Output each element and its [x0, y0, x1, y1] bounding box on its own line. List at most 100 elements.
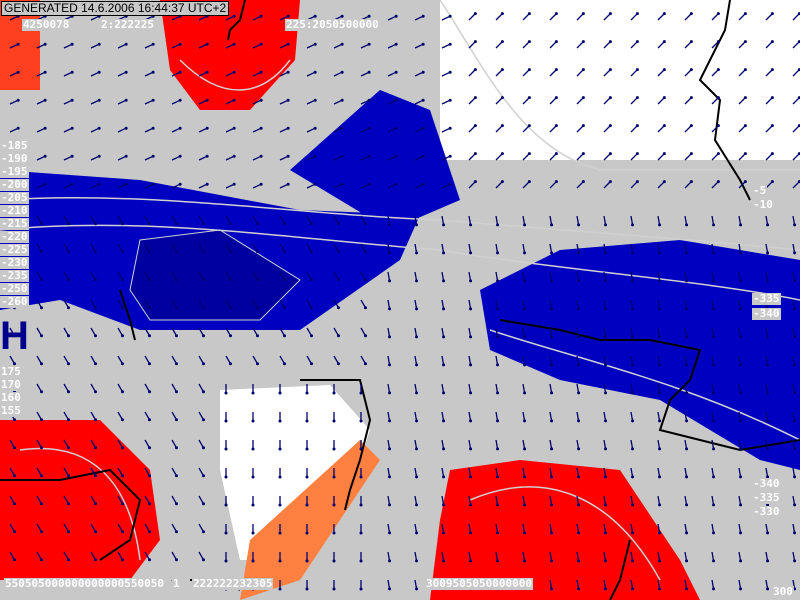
wind-arrow-head	[442, 531, 446, 535]
wind-arrow-head	[500, 96, 504, 100]
wind-arrow	[576, 215, 580, 225]
wind-arrow-head	[689, 68, 693, 72]
wind-arrow	[576, 523, 580, 533]
wind-arrow-head	[178, 182, 182, 186]
wind-arrow	[144, 439, 151, 449]
wind-arrow	[657, 551, 661, 561]
wind-arrow	[198, 155, 208, 161]
wind-arrow-head	[364, 334, 367, 338]
wind-arrow-head	[394, 98, 398, 102]
wind-arrow-head	[305, 503, 309, 507]
wind-arrow-head	[70, 154, 74, 158]
wind-arrow	[225, 215, 232, 225]
wind-arrow-head	[388, 391, 392, 395]
wind-arrow	[738, 181, 746, 189]
wind-arrow-head	[448, 98, 452, 102]
wind-arrow-head	[286, 182, 290, 186]
contour-label: -230	[0, 256, 29, 269]
wind-arrow-head	[739, 251, 743, 255]
wind-arrow	[657, 181, 665, 189]
wind-arrow-head	[797, 124, 800, 128]
wind-arrow-head	[305, 587, 309, 591]
wind-arrow-head	[359, 391, 363, 395]
wind-arrow-head	[359, 447, 363, 451]
wind-arrow	[90, 215, 97, 225]
wind-arrow-head	[232, 98, 236, 102]
border-line	[300, 379, 372, 511]
wind-arrow-head	[739, 419, 743, 423]
wind-arrow-head	[550, 587, 554, 591]
wind-arrow-head	[496, 391, 500, 395]
wind-arrow-head	[364, 250, 367, 254]
wind-arrow-head	[388, 531, 392, 535]
wind-arrow-head	[13, 334, 16, 338]
wind-arrow-head	[550, 475, 554, 479]
wind-arrow-head	[685, 363, 689, 367]
wind-arrow	[549, 69, 557, 77]
wind-arrow-head	[421, 98, 425, 102]
wind-arrow-head	[178, 154, 182, 158]
wind-arrow	[792, 243, 796, 253]
wind-arrow-head	[388, 307, 392, 311]
wind-arrow	[792, 13, 800, 21]
wind-arrow	[252, 127, 262, 133]
wind-arrow	[171, 327, 178, 337]
wind-arrow	[711, 13, 719, 21]
wind-arrow	[414, 579, 418, 589]
wind-arrow-head	[662, 68, 666, 72]
wind-arrow-head	[202, 474, 205, 478]
wind-arrow	[306, 43, 316, 49]
wind-arrow-head	[550, 419, 554, 423]
wind-arrow	[711, 69, 719, 77]
wind-arrow-head	[256, 222, 259, 226]
wind-arrow	[225, 243, 232, 253]
wind-arrow-head	[550, 307, 554, 311]
wind-arrow	[630, 523, 634, 533]
wind-arrow	[144, 127, 154, 133]
border-line	[0, 468, 142, 561]
wind-arrow	[144, 243, 151, 253]
wind-arrow	[90, 411, 97, 421]
contour-label: -215	[0, 217, 29, 230]
wind-arrow-head	[739, 531, 743, 535]
wind-arrow	[792, 69, 800, 77]
wind-arrow	[387, 71, 397, 77]
wind-arrow-head	[94, 418, 97, 422]
wind-arrow-head	[229, 306, 232, 310]
wind-arrow-head	[286, 98, 290, 102]
wind-arrow	[711, 243, 715, 253]
wind-arrow	[9, 495, 16, 505]
wind-arrow	[198, 99, 208, 105]
wind-arrow-head	[415, 363, 419, 367]
wind-arrow	[144, 467, 151, 477]
wind-arrow-head	[496, 335, 500, 339]
wind-arrow-head	[232, 182, 236, 186]
wind-arrow-head	[340, 14, 344, 18]
wind-arrow-head	[500, 68, 504, 72]
wind-arrow-head	[175, 530, 178, 534]
wind-arrow	[495, 41, 503, 49]
wind-arrow-head	[178, 98, 182, 102]
wind-arrow-head	[67, 474, 70, 478]
wind-arrow-head	[448, 154, 452, 158]
wind-arrow	[549, 215, 553, 225]
wind-arrow-head	[770, 124, 774, 128]
wind-arrow-head	[469, 475, 473, 479]
wind-arrow-head	[635, 40, 639, 44]
wind-arrow-head	[739, 363, 743, 367]
wind-arrow-head	[40, 250, 43, 254]
wind-arrow-head	[286, 14, 290, 18]
wind-arrow	[765, 215, 769, 225]
wind-arrow	[738, 13, 746, 21]
wind-arrow	[603, 41, 611, 49]
wind-arrow-head	[581, 40, 585, 44]
wind-arrow-head	[367, 126, 371, 130]
wind-arrow-head	[278, 559, 282, 563]
wind-arrow	[225, 155, 235, 161]
wind-arrow-head	[448, 182, 452, 186]
wind-arrow-head	[766, 363, 770, 367]
wind-arrow-head	[766, 223, 770, 227]
wind-arrow	[765, 125, 773, 133]
wind-arrow	[387, 99, 397, 105]
wind-arrow-head	[577, 559, 581, 563]
